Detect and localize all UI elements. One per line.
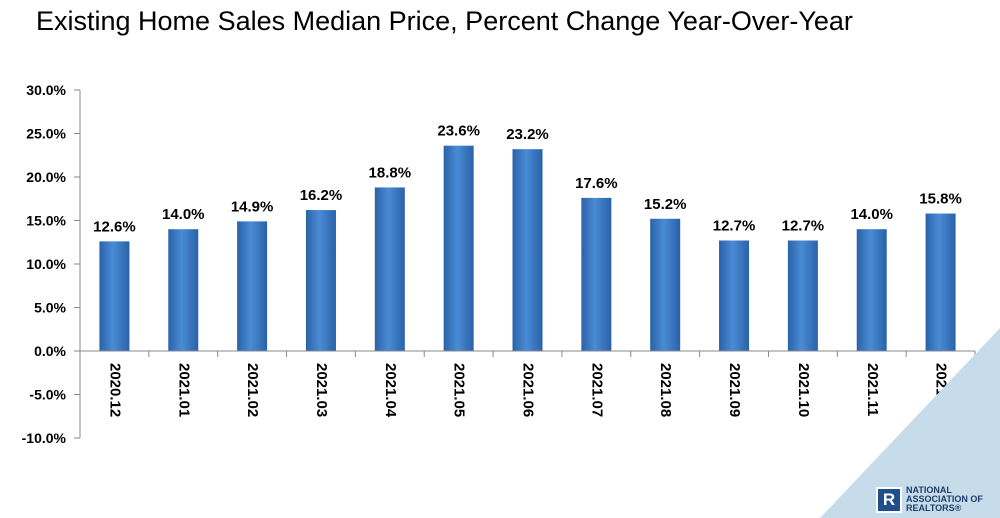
- y-tick-label: 15.0%: [26, 213, 66, 229]
- logo-line-1: NATIONAL: [906, 485, 952, 495]
- nar-logo: R NATIONAL ASSOCIATION OF REALTORS®: [876, 486, 983, 513]
- y-tick-label: -10.0%: [22, 430, 67, 446]
- bar: [443, 145, 474, 351]
- bar: [581, 197, 612, 351]
- y-tick-label: 0.0%: [34, 343, 66, 359]
- logo-text: NATIONAL ASSOCIATION OF REALTORS®: [906, 486, 983, 513]
- x-tick-label: 2021.01: [175, 363, 192, 417]
- x-tick-label: 2021.09: [726, 363, 743, 417]
- y-tick-label: 30.0%: [26, 82, 66, 98]
- x-tick-label: 2021.08: [657, 363, 674, 417]
- logo-line-3: REALTORS®: [906, 503, 962, 513]
- x-tick-label: 2021.11: [864, 363, 881, 416]
- y-axis: 30.0% 25.0% 20.0% 15.0% 10.0% 5.0% 0.0% -5.0% -1…: [22, 82, 81, 446]
- data-label: 23.6%: [437, 123, 480, 140]
- data-label: 17.6%: [575, 175, 618, 192]
- x-tick-label: 2021.03: [313, 363, 330, 417]
- data-label: 12.6%: [93, 218, 136, 235]
- data-label: 14.9%: [231, 198, 274, 215]
- bar: [650, 218, 681, 351]
- logo-line-2: ASSOCIATION OF: [906, 494, 983, 504]
- y-tick-label: 10.0%: [26, 256, 66, 272]
- data-label: 15.2%: [644, 196, 687, 213]
- x-tick-label: 2021.07: [588, 363, 605, 417]
- data-label: 15.8%: [919, 191, 962, 208]
- chart-title: Existing Home Sales Median Price, Percen…: [36, 6, 853, 36]
- bar: [374, 187, 405, 351]
- data-labels: 12.6% 14.0% 14.9% 16.2% 18.8% 23.6% 23.2% 17.6%…: [93, 123, 962, 236]
- x-tick-label: 2020.12: [106, 363, 123, 417]
- corner-decoration: [820, 328, 1000, 518]
- data-label: 16.2%: [300, 187, 343, 204]
- data-label: 23.2%: [506, 126, 549, 143]
- x-tick-label: 2021.04: [382, 363, 399, 418]
- bar: [787, 240, 818, 351]
- bar: [168, 229, 199, 351]
- data-label: 14.0%: [850, 206, 893, 223]
- bar: [237, 221, 268, 351]
- data-label: 12.7%: [713, 218, 756, 235]
- y-tick-label: -5.0%: [29, 387, 66, 403]
- data-label: 12.7%: [782, 218, 825, 235]
- bar: [925, 213, 956, 351]
- x-axis: 2020.12 2021.01 2021.02 2021.03 2021.04 2021.…: [80, 350, 976, 418]
- corner-triangle: [820, 328, 1000, 518]
- bar: [305, 210, 336, 351]
- data-label: 14.0%: [162, 206, 205, 223]
- realtor-r-icon: R: [876, 486, 902, 513]
- data-label: 18.8%: [369, 164, 412, 181]
- bar: [512, 149, 543, 351]
- bar: [856, 229, 887, 351]
- x-tick-label: 2021.10: [795, 363, 812, 417]
- x-tick-label: 2021.06: [520, 363, 537, 417]
- bars: [99, 145, 956, 351]
- bar: [99, 241, 130, 351]
- y-tick-label: 5.0%: [34, 300, 66, 316]
- x-tick-label: 2021.05: [451, 363, 468, 417]
- bar: [719, 240, 750, 351]
- y-tick-label: 20.0%: [26, 169, 66, 185]
- y-tick-label: 25.0%: [26, 126, 66, 142]
- x-tick-label: 2021.02: [244, 363, 261, 417]
